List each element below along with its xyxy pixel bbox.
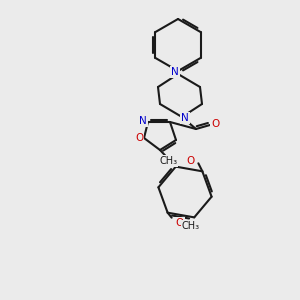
Text: N: N [171,67,179,77]
Text: O: O [176,218,184,228]
Text: N: N [139,116,147,126]
Text: O: O [186,156,194,166]
Text: O: O [135,133,143,143]
Text: N: N [181,113,189,123]
Text: CH₃: CH₃ [159,156,177,166]
Text: O: O [211,119,219,129]
Text: CH₃: CH₃ [182,221,200,231]
